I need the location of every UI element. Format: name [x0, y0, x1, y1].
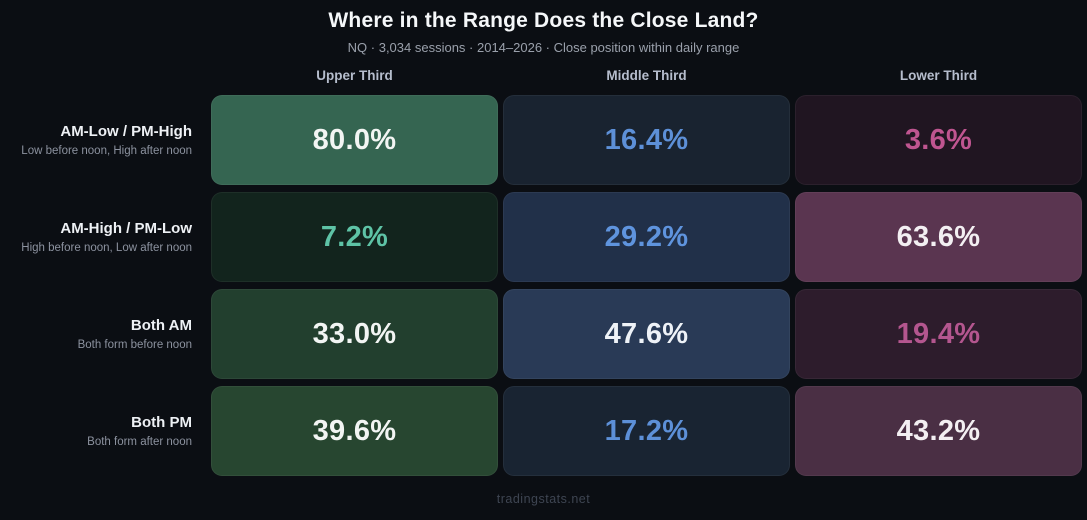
heatmap-cell: 63.6%: [795, 192, 1082, 282]
cell-value: 7.2%: [320, 220, 389, 253]
row-label-title: Both PM: [131, 413, 192, 431]
row-label-am-high-pm-low: AM-High / PM-Low High before noon, Low a…: [0, 192, 206, 282]
heatmap-cell: 39.6%: [211, 386, 498, 476]
heatmap-cell: 43.2%: [795, 386, 1082, 476]
cell-value: 33.0%: [312, 317, 397, 350]
chart-subtitle: NQ · 3,034 sessions · 2014–2026 · Close …: [347, 40, 740, 55]
row-label-both-pm: Both PM Both form after noon: [0, 386, 206, 476]
column-header-middle-third: Middle Third: [606, 67, 687, 83]
chart-title: Where in the Range Does the Close Land?: [328, 9, 759, 32]
heatmap-cell: 3.6%: [795, 95, 1082, 185]
row-label-sublabel: Both form before noon: [77, 339, 192, 352]
row-label-sublabel: High before noon, Low after noon: [21, 242, 192, 255]
cell-value: 3.6%: [904, 123, 973, 156]
cell-value: 63.6%: [896, 220, 981, 253]
cell-value: 17.2%: [604, 414, 689, 447]
cell-value: 29.2%: [604, 220, 689, 253]
watermark: tradingstats.net: [496, 492, 591, 506]
heatmap-cell: 29.2%: [503, 192, 790, 282]
cell-value: 39.6%: [312, 414, 397, 447]
column-header-lower-third: Lower Third: [899, 67, 978, 83]
row-label-sublabel: Low before noon, High after noon: [21, 145, 192, 158]
row-label-title: Both AM: [130, 316, 192, 334]
row-label-title: AM-Low / PM-High: [60, 122, 192, 140]
row-label-title: AM-High / PM-Low: [60, 219, 192, 237]
cell-value: 19.4%: [896, 317, 981, 350]
cell-value: 16.4%: [604, 123, 689, 156]
grid-corner-spacer: [0, 62, 206, 88]
heatmap-cell: 17.2%: [503, 386, 790, 476]
heatmap-cell: 7.2%: [211, 192, 498, 282]
row-label-both-am: Both AM Both form before noon: [0, 289, 206, 379]
heatmap-cell: 33.0%: [211, 289, 498, 379]
heatmap-cell: 16.4%: [503, 95, 790, 185]
chart-header: Where in the Range Does the Close Land? …: [0, 0, 1087, 55]
cell-value: 43.2%: [896, 414, 981, 447]
cell-value: 47.6%: [604, 317, 689, 350]
cell-value: 80.0%: [312, 123, 397, 156]
heatmap-grid: Upper Third Middle Third Lower Third AM-…: [0, 62, 1082, 476]
heatmap-cell: 47.6%: [503, 289, 790, 379]
row-label-sublabel: Both form after noon: [87, 436, 192, 449]
heatmap-cell: 19.4%: [795, 289, 1082, 379]
heatmap-cell: 80.0%: [211, 95, 498, 185]
row-label-am-low-pm-high: AM-Low / PM-High Low before noon, High a…: [0, 95, 206, 185]
column-header-upper-third: Upper Third: [316, 67, 393, 83]
